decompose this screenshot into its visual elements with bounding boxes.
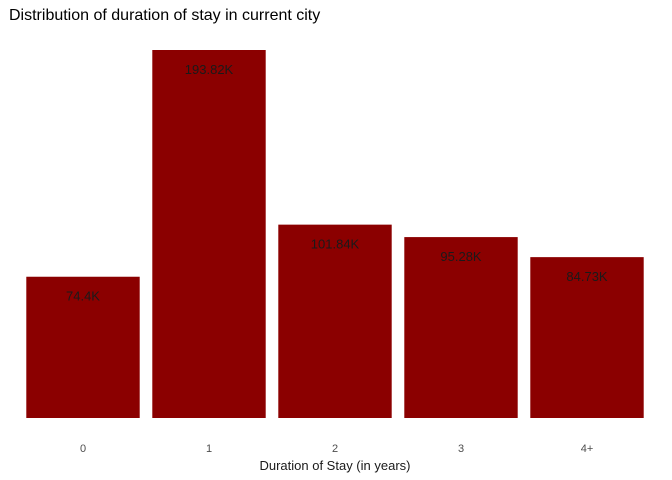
data-label-2: 101.84K — [311, 237, 360, 252]
x-tick-label-0: 0 — [80, 443, 86, 455]
x-tick-label-4+: 4+ — [581, 443, 594, 455]
bars-layer — [26, 50, 644, 418]
bar-4+ — [530, 257, 644, 418]
bar-2 — [278, 224, 392, 418]
bar-1 — [152, 50, 266, 418]
x-tick-label-2: 2 — [332, 443, 338, 455]
x-tick-label-1: 1 — [206, 443, 212, 455]
x-axis-title: Duration of Stay (in years) — [259, 458, 410, 473]
data-label-4+: 84.73K — [566, 269, 608, 284]
bar-3 — [404, 237, 518, 418]
data-labels-layer: 74.4K 193.82K 101.84K 95.28K 84.73K — [66, 62, 608, 304]
bar-0 — [26, 276, 140, 418]
x-tick-label-3: 3 — [458, 443, 464, 455]
x-tick-labels-layer: 0 1 2 3 4+ — [80, 443, 593, 455]
data-label-3: 95.28K — [440, 249, 482, 264]
chart-title: Distribution of duration of stay in curr… — [9, 7, 321, 24]
data-label-0: 74.4K — [66, 289, 100, 304]
data-label-1: 193.82K — [185, 62, 234, 77]
